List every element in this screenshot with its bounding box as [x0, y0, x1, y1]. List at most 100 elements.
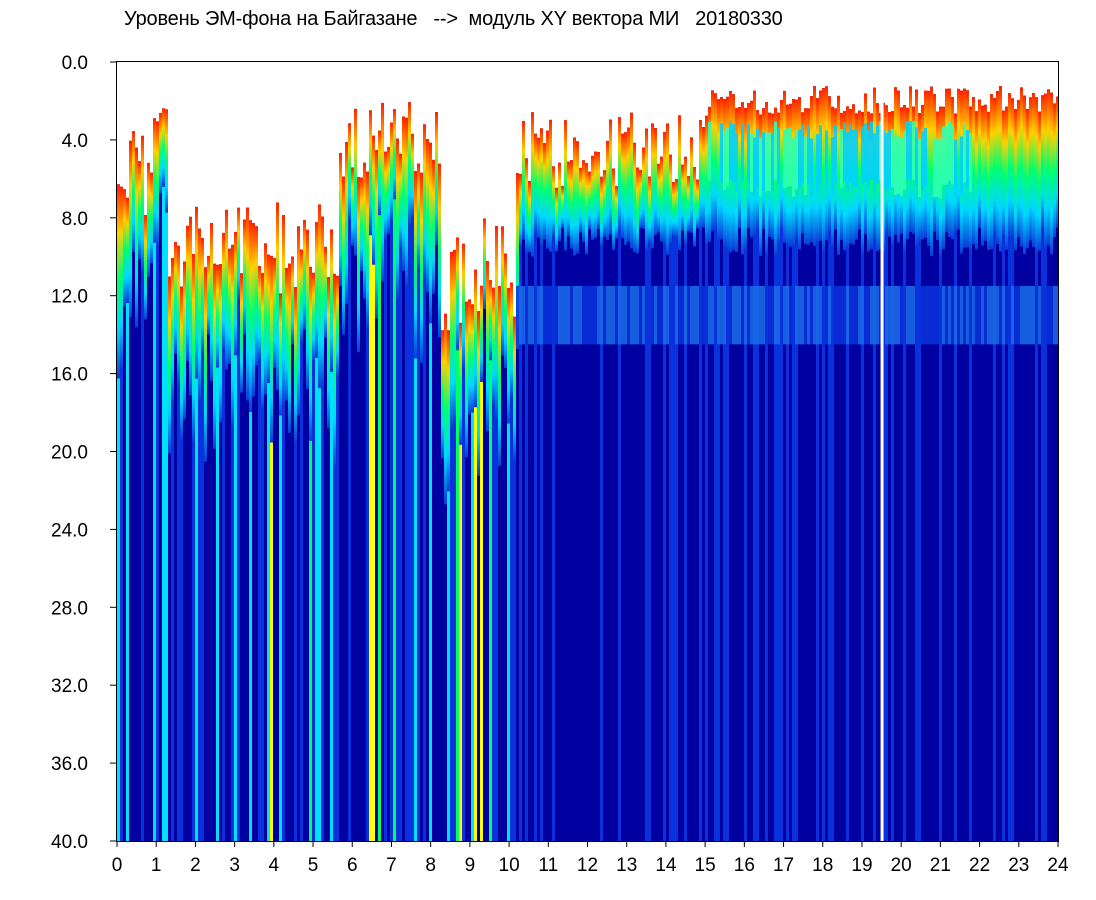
heatmap-mid-band — [549, 285, 552, 345]
heatmap-column — [867, 111, 870, 841]
heatmap-band — [813, 86, 816, 247]
heatmap-cell — [960, 136, 963, 195]
heatmap-mid-band — [981, 285, 984, 345]
heatmap-mid-band — [816, 285, 819, 345]
heatmap-column — [633, 142, 636, 842]
heatmap-mid-band — [954, 285, 957, 345]
heatmap-mid-band — [1056, 285, 1059, 345]
heatmap-column — [135, 147, 138, 841]
heatmap-column — [675, 179, 678, 841]
heatmap-column — [870, 113, 873, 842]
heatmap-column — [306, 229, 309, 842]
x-tick-label: 11 — [538, 855, 558, 876]
heatmap-column — [525, 158, 528, 842]
heatmap-mid-band — [705, 285, 708, 345]
heatmap-column — [981, 105, 984, 842]
heatmap-column — [888, 112, 891, 841]
heatmap-band — [639, 169, 642, 228]
heatmap-column — [507, 287, 510, 842]
heatmap-column — [780, 100, 783, 841]
heatmap-band — [651, 123, 654, 249]
heatmap-column — [237, 207, 240, 841]
heatmap-column — [537, 137, 540, 841]
heatmap-column — [207, 255, 210, 841]
heatmap-column — [396, 138, 399, 841]
heatmap-cell — [795, 130, 798, 190]
heatmap-mid-band — [621, 285, 624, 345]
heatmap-band — [744, 108, 747, 250]
heatmap-column — [1005, 106, 1008, 842]
heatmap-band — [345, 142, 348, 304]
heatmap-band — [492, 287, 495, 406]
heatmap-column — [249, 220, 252, 842]
heatmap-mid-band — [771, 285, 774, 345]
heatmap-column — [309, 266, 312, 841]
heatmap-column — [402, 116, 405, 841]
heatmap-cell — [912, 121, 915, 180]
heatmap-column — [204, 267, 207, 841]
x-tick-label: 1 — [151, 855, 162, 876]
heatmap-band — [600, 176, 603, 247]
heatmap-column — [126, 197, 129, 841]
heatmap-band — [1041, 95, 1044, 229]
heatmap-column — [186, 225, 189, 841]
heatmap-mid-band — [891, 285, 894, 345]
heatmap-column — [495, 226, 498, 841]
heatmap-mid-band — [804, 285, 807, 345]
x-tick-label: 13 — [616, 855, 637, 876]
heatmap-band — [324, 246, 327, 339]
heatmap-mid-band — [1005, 285, 1008, 345]
heatmap-column — [999, 86, 1002, 842]
heatmap-band — [858, 110, 861, 230]
heatmap-mid-band — [696, 285, 699, 345]
heatmap-band — [399, 153, 402, 248]
heatmap-column — [351, 167, 354, 841]
heatmap-column — [807, 108, 810, 841]
heatmap-column — [219, 264, 222, 841]
heatmap-cell — [804, 136, 807, 195]
heatmap-column — [567, 161, 570, 841]
heatmap-band — [402, 116, 405, 271]
heatmap-column — [222, 232, 225, 841]
heatmap-cell — [762, 132, 765, 191]
heatmap-cell — [921, 131, 924, 190]
heatmap-band — [153, 118, 156, 243]
heatmap-column — [138, 161, 141, 841]
heatmap-mid-band — [849, 285, 852, 345]
heatmap-band — [597, 151, 600, 230]
heatmap-band — [1011, 98, 1014, 236]
heatmap-band — [210, 223, 213, 382]
heatmap-mid-band — [600, 285, 603, 345]
heatmap-column — [471, 304, 474, 841]
heatmap-mid-band — [750, 285, 753, 345]
heatmap-column — [162, 108, 165, 841]
heatmap-column — [819, 90, 822, 841]
heatmap-column — [723, 99, 726, 841]
heatmap-column — [906, 107, 909, 842]
heatmap-column — [969, 106, 972, 841]
heatmap-mid-band — [987, 285, 990, 345]
heatmap-band — [1044, 93, 1047, 248]
heatmap-column — [243, 219, 246, 841]
heatmap-cell — [750, 133, 753, 192]
heatmap-column — [768, 112, 771, 841]
heatmap-column — [210, 223, 213, 841]
heatmap-column — [453, 249, 456, 842]
heatmap-band — [498, 286, 501, 467]
heatmap-column — [330, 229, 333, 842]
heatmap-band — [672, 182, 675, 236]
heatmap-mid-band — [1026, 285, 1029, 345]
heatmap-column — [267, 254, 270, 842]
heatmap-mid-band — [942, 285, 945, 345]
heatmap-column — [423, 124, 426, 841]
heatmap-band — [510, 282, 513, 397]
heatmap-column — [597, 151, 600, 841]
x-tick-label: 19 — [851, 855, 872, 876]
heatmap-mid-band — [930, 285, 933, 345]
heatmap-band — [477, 311, 480, 476]
x-tick-label: 2 — [190, 855, 201, 876]
heatmap-band — [366, 171, 369, 328]
heatmap-cell — [894, 136, 897, 195]
heatmap-column — [174, 242, 177, 841]
heatmap-mid-band — [732, 285, 735, 345]
